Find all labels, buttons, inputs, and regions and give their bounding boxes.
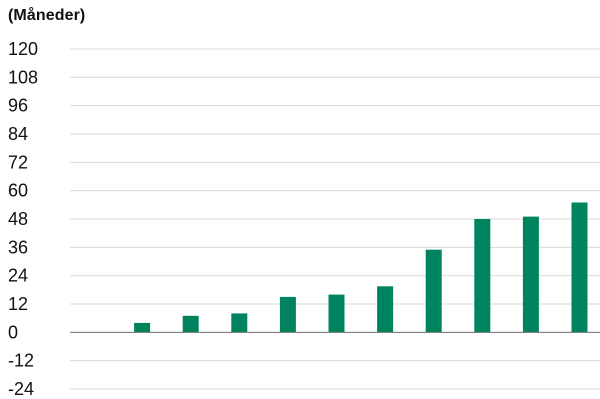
bar (522, 216, 539, 333)
y-tick-label: -24 (8, 379, 34, 399)
y-tick-label: 36 (8, 237, 28, 257)
y-axis-unit-label: (Måneder) (8, 7, 86, 24)
y-tick-label: -12 (8, 351, 34, 371)
bar (231, 313, 248, 333)
y-tick-label: 120 (8, 39, 38, 59)
bar (377, 286, 394, 333)
y-tick-label: 84 (8, 124, 28, 144)
y-tick-label: 96 (8, 96, 28, 116)
bar (571, 202, 588, 333)
y-tick-label: 72 (8, 152, 28, 172)
gridlines (70, 48, 600, 390)
bar (279, 296, 296, 333)
y-tick-label: 24 (8, 266, 28, 286)
bars (134, 202, 588, 333)
bar (425, 249, 442, 333)
y-tick-label: 48 (8, 209, 28, 229)
bar (134, 322, 151, 333)
y-tick-label: 12 (8, 294, 28, 314)
y-tick-label: 0 (8, 322, 18, 342)
bar (474, 219, 491, 333)
y-tick-label: 60 (8, 181, 28, 201)
bar (182, 315, 199, 333)
bar (328, 294, 345, 333)
y-tick-label: 108 (8, 67, 38, 87)
